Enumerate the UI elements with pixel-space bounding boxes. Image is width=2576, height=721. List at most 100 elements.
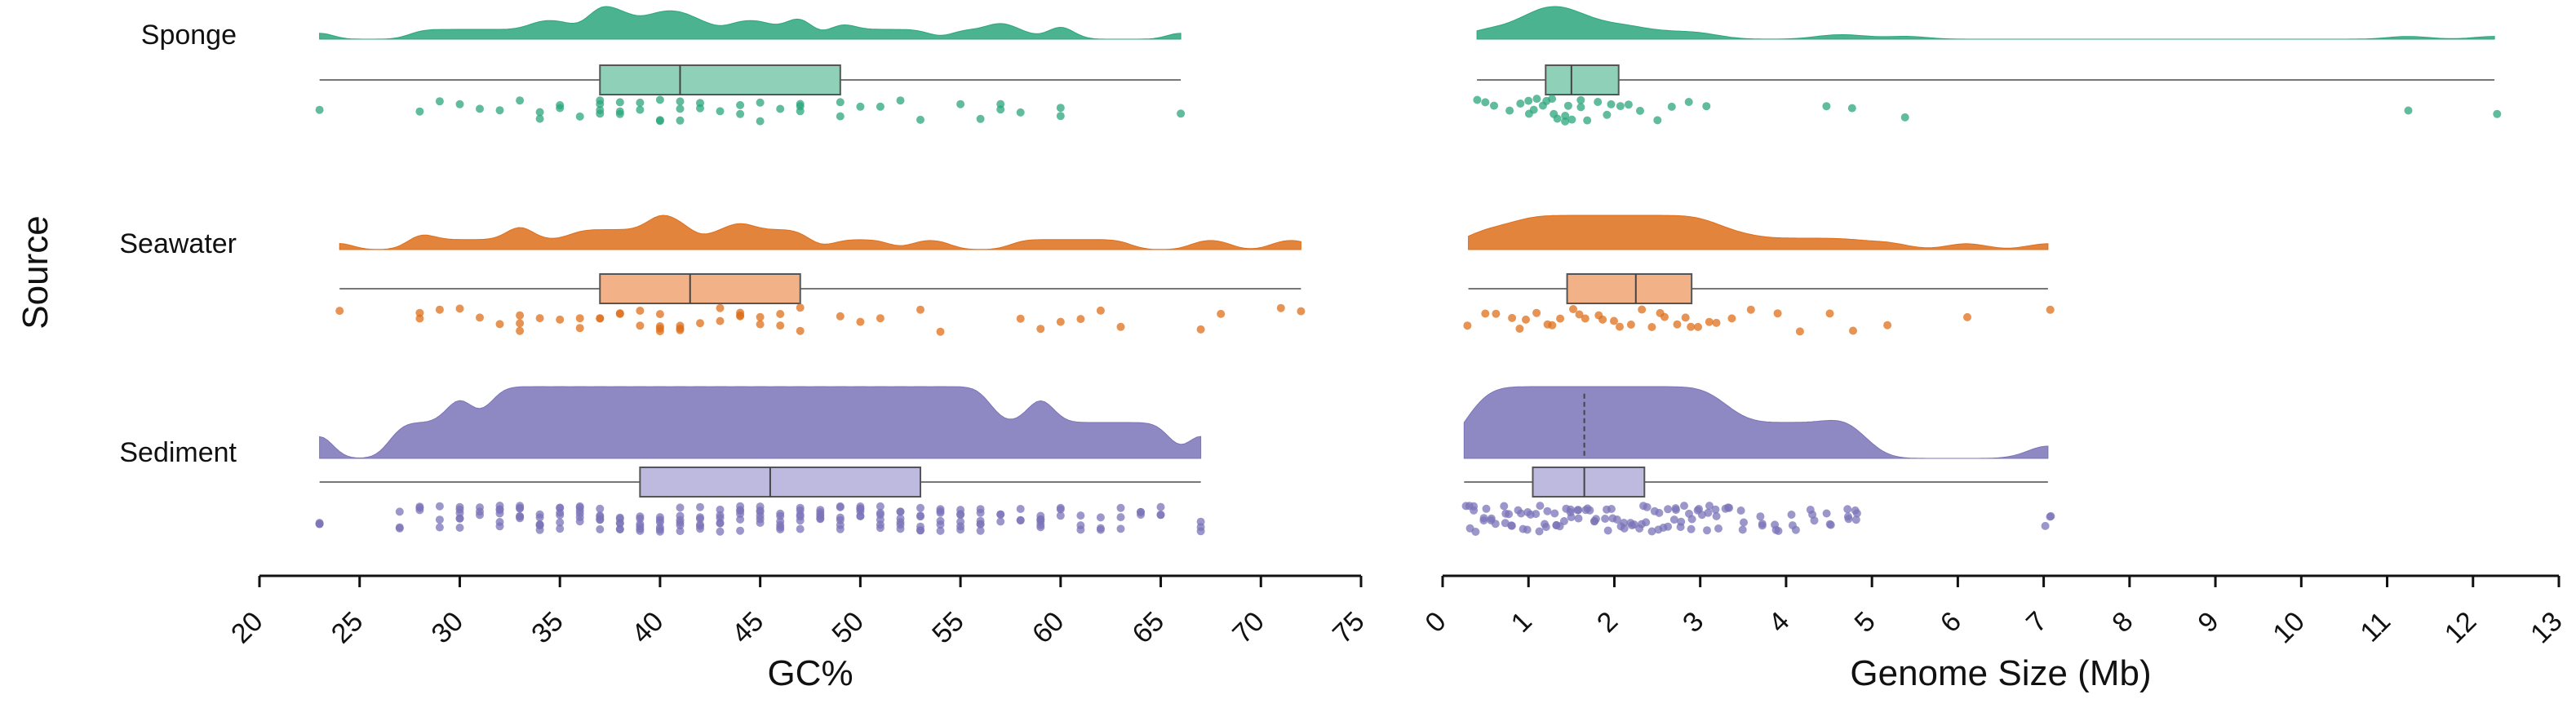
data-point — [976, 526, 985, 535]
x-tick-label: 7 — [2020, 606, 2053, 639]
data-point — [736, 510, 745, 519]
data-point — [1603, 110, 1612, 119]
data-point — [1844, 512, 1852, 521]
data-point — [655, 310, 664, 319]
data-point — [776, 104, 785, 113]
data-point — [1056, 317, 1065, 326]
data-point — [836, 502, 845, 511]
x-axis-title: GC% — [767, 653, 853, 693]
data-point — [1473, 95, 1482, 104]
data-point — [776, 523, 785, 532]
data-point — [1505, 510, 1514, 519]
data-point — [736, 526, 745, 535]
data-point — [736, 109, 745, 118]
data-point — [896, 96, 905, 105]
data-point — [676, 321, 685, 330]
data-point — [1567, 115, 1576, 124]
group-seawater — [335, 215, 1306, 336]
data-point — [575, 502, 584, 511]
x-tick-label: 40 — [626, 606, 670, 650]
data-point — [556, 511, 565, 520]
data-point — [1491, 520, 1500, 529]
data-point — [615, 525, 624, 533]
data-point — [956, 522, 965, 531]
rain-points — [335, 303, 1306, 336]
data-point — [1594, 98, 1603, 106]
data-point — [676, 97, 685, 106]
data-point — [716, 316, 725, 325]
x-tick-label: 12 — [2439, 606, 2483, 650]
group-label-seawater: Seawater — [119, 228, 237, 259]
x-axis-title: Genome Size (Mb) — [1850, 653, 2151, 693]
data-point — [796, 524, 805, 533]
data-point — [1721, 504, 1730, 513]
data-point — [736, 502, 745, 511]
iqr-box — [1545, 64, 1620, 95]
data-point — [736, 100, 745, 109]
data-point — [596, 504, 605, 513]
data-point — [395, 507, 404, 516]
data-point — [1516, 100, 1525, 108]
data-point — [796, 102, 805, 111]
rain-points — [315, 95, 1186, 126]
data-point — [516, 96, 525, 105]
data-point — [1481, 309, 1490, 318]
data-point — [1727, 314, 1736, 323]
data-point — [335, 307, 344, 316]
data-point — [1056, 511, 1065, 520]
data-point — [455, 514, 464, 523]
data-point — [1607, 100, 1616, 108]
data-point — [1536, 502, 1545, 511]
data-point — [1601, 515, 1610, 523]
data-point — [1650, 506, 1659, 515]
x-tick-label: 1 — [1505, 606, 1538, 639]
data-point — [1490, 101, 1498, 110]
data-point — [435, 305, 444, 314]
data-point — [696, 502, 704, 511]
group-sponge — [315, 6, 1186, 126]
data-point — [435, 502, 444, 511]
data-point — [796, 326, 805, 335]
data-point — [1156, 511, 1165, 520]
data-point — [516, 512, 525, 521]
data-point — [1849, 326, 1857, 335]
data-point — [1684, 98, 1693, 106]
data-point — [1795, 327, 1804, 336]
x-tick-label: 50 — [826, 606, 870, 650]
data-point — [1532, 510, 1541, 519]
data-point — [856, 317, 865, 326]
data-point — [596, 100, 605, 108]
data-point — [1787, 511, 1796, 519]
data-point — [476, 507, 484, 516]
data-point — [1669, 515, 1678, 524]
data-point — [495, 320, 504, 329]
data-point — [796, 303, 805, 312]
data-point — [1056, 104, 1065, 113]
data-point — [1573, 506, 1582, 515]
data-point — [676, 521, 685, 529]
data-point — [556, 524, 565, 533]
data-point — [1714, 524, 1723, 533]
group-label-sediment: Sediment — [119, 437, 237, 468]
data-point — [1746, 305, 1755, 314]
data-point — [1538, 101, 1547, 110]
group-sediment — [1461, 386, 2055, 536]
data-point — [535, 510, 544, 519]
data-point — [1806, 506, 1815, 514]
data-point — [455, 502, 464, 511]
data-point — [756, 519, 765, 527]
data-point — [1647, 527, 1656, 536]
data-point — [936, 327, 945, 336]
data-point — [1598, 315, 1607, 324]
data-point — [1711, 505, 1720, 514]
data-point — [1556, 314, 1565, 323]
data-point — [1883, 321, 1892, 330]
data-point — [596, 512, 605, 521]
data-point — [916, 305, 924, 314]
data-point — [1660, 312, 1669, 321]
data-point — [2046, 305, 2055, 314]
data-point — [415, 503, 424, 512]
data-point — [556, 503, 565, 512]
data-point — [596, 525, 605, 533]
data-point — [1529, 105, 1538, 114]
